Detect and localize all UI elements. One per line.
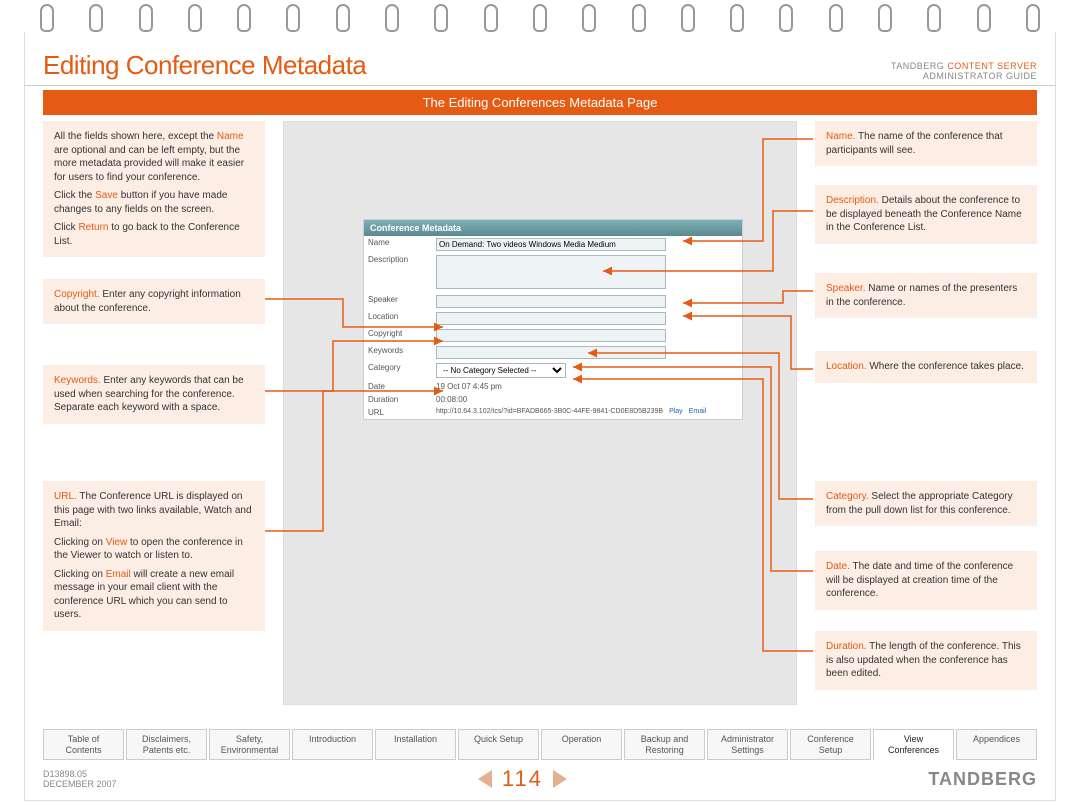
description-box: Description. Details about the conferenc… — [815, 185, 1037, 244]
page: Editing Conference Metadata TANDBERG CON… — [24, 32, 1056, 801]
input-keywords[interactable] — [436, 346, 666, 359]
val-duration: 00:08:00 — [432, 393, 742, 406]
input-speaker[interactable] — [436, 295, 666, 308]
brand-logo: TANDBERG — [928, 769, 1037, 790]
lab-keywords: Keywords — [364, 344, 432, 361]
link-email[interactable]: Email — [689, 408, 707, 415]
nav-tab[interactable]: Quick Setup — [458, 729, 539, 760]
nav-tab[interactable]: Installation — [375, 729, 456, 760]
metadata-form-screenshot: Conference Metadata Name Description Spe… — [363, 219, 743, 420]
prev-page-icon[interactable] — [478, 770, 492, 788]
page-title: Editing Conference Metadata — [43, 50, 366, 81]
nav-tab[interactable]: Disclaimers,Patents etc. — [126, 729, 207, 760]
nav-tab[interactable]: Introduction — [292, 729, 373, 760]
body: All the fields shown here, except the Na… — [43, 121, 1037, 705]
lab-duration: Duration — [364, 393, 432, 406]
form-header: Conference Metadata — [370, 223, 461, 233]
nav-tab[interactable]: Table ofContents — [43, 729, 124, 760]
lab-copyright: Copyright — [364, 327, 432, 344]
pager: 114 — [478, 766, 567, 792]
document-label: TANDBERG CONTENT SERVER ADMINISTRATOR GU… — [891, 61, 1037, 81]
nav-tab[interactable]: ViewConferences — [873, 729, 954, 760]
date-box: Date. The date and time of the conferenc… — [815, 551, 1037, 610]
input-name[interactable] — [436, 238, 666, 251]
category-box: Category. Select the appropriate Categor… — [815, 481, 1037, 526]
lab-category: Category — [364, 361, 432, 380]
input-copyright[interactable] — [436, 329, 666, 342]
link-play[interactable]: Play — [669, 408, 683, 415]
select-category[interactable]: -- No Category Selected -- — [436, 363, 566, 378]
nav-tab[interactable]: AdministratorSettings — [707, 729, 788, 760]
lab-date: Date — [364, 380, 432, 393]
doc-id: D13898.05 DECEMBER 2007 — [43, 769, 117, 789]
copyright-box: Copyright. Enter any copyright informati… — [43, 279, 265, 324]
duration-box: Duration. The length of the conference. … — [815, 631, 1037, 690]
val-date: 19 Oct 07 4:45 pm — [432, 380, 742, 393]
url-box: URL. The Conference URL is displayed on … — [43, 481, 265, 631]
lab-name: Name — [364, 236, 432, 253]
section-bar: The Editing Conferences Metadata Page — [43, 90, 1037, 115]
input-description[interactable] — [436, 255, 666, 289]
input-location[interactable] — [436, 312, 666, 325]
spiral-binding — [40, 8, 1040, 40]
lab-location: Location — [364, 310, 432, 327]
lab-desc: Description — [364, 253, 432, 293]
nav-tab[interactable]: ConferenceSetup — [790, 729, 871, 760]
nav-tab[interactable]: Safety,Environmental — [209, 729, 290, 760]
nav-tabs: Table ofContentsDisclaimers,Patents etc.… — [43, 729, 1037, 760]
val-url: http://10.64.3.102/tcs/?id=BFADB665-3B0C… — [436, 408, 663, 415]
page-number: 114 — [502, 766, 543, 792]
speaker-box: Speaker. Name or names of the presenters… — [815, 273, 1037, 318]
lab-url: URL — [364, 406, 432, 419]
lab-speaker: Speaker — [364, 293, 432, 310]
keywords-box: Keywords. Enter any keywords that can be… — [43, 365, 265, 424]
footer: D13898.05 DECEMBER 2007 114 TANDBERG — [43, 766, 1037, 792]
intro-box: All the fields shown here, except the Na… — [43, 121, 265, 257]
nav-tab[interactable]: Operation — [541, 729, 622, 760]
name-box: Name. The name of the conference that pa… — [815, 121, 1037, 166]
nav-tab[interactable]: Backup andRestoring — [624, 729, 705, 760]
nav-tab[interactable]: Appendices — [956, 729, 1037, 760]
next-page-icon[interactable] — [553, 770, 567, 788]
location-box: Location. Where the conference takes pla… — [815, 351, 1037, 383]
